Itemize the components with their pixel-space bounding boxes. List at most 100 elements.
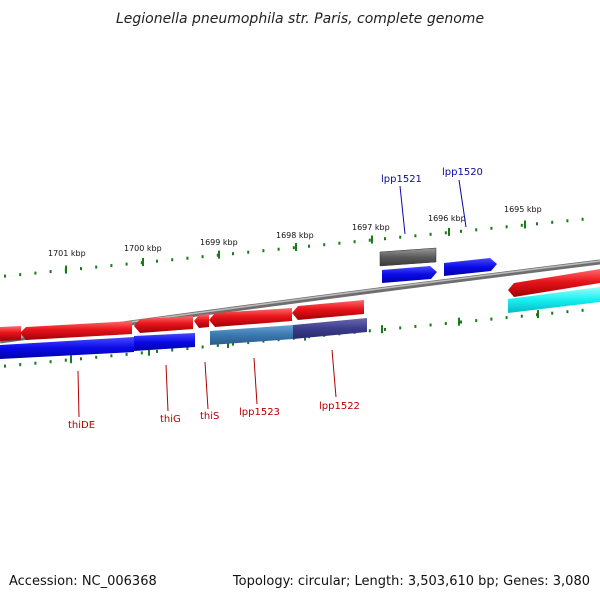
minor-tick [125, 352, 128, 356]
minor-tick [262, 249, 265, 253]
minor-tick [566, 310, 569, 314]
gene-label-thiDE[interactable]: thiDE [68, 420, 95, 431]
minor-tick [232, 342, 234, 346]
minor-tick [19, 273, 22, 277]
gene-arrow[interactable] [508, 269, 600, 297]
gene-arrow[interactable] [379, 247, 437, 267]
minor-tick [429, 323, 432, 327]
scale-ticks-top [4, 217, 584, 278]
top-gene-labels: lpp1521 lpp1520 [381, 167, 483, 235]
scale-label: 1697 kbp [352, 223, 390, 232]
minor-tick [505, 225, 508, 229]
scale-label: 1698 kbp [276, 231, 314, 240]
minor-tick [536, 222, 538, 226]
minor-tick [520, 223, 523, 227]
gene-arrow[interactable] [444, 258, 497, 276]
minor-tick [353, 240, 356, 244]
minor-tick [247, 250, 250, 254]
gene-label-lpp1522[interactable]: lpp1522 [319, 401, 360, 412]
minor-tick [110, 354, 113, 358]
minor-tick [49, 270, 52, 274]
label-leader [458, 179, 467, 228]
gene-block[interactable] [293, 318, 367, 339]
minor-tick [186, 256, 189, 260]
gene-label-lpp1521[interactable]: lpp1521 [381, 174, 422, 185]
minor-tick [581, 217, 584, 221]
minor-tick [201, 345, 204, 349]
gene-arrow[interactable] [20, 321, 132, 340]
gene-label-lpp1523[interactable]: lpp1523 [239, 407, 280, 418]
major-tick [218, 250, 220, 259]
bottom-gene-labels: thiDE thiG thiS lpp1523 lpp1522 [68, 349, 360, 431]
major-tick [458, 317, 460, 326]
accession-text: Accession: NC_006368 [9, 574, 157, 589]
minor-tick [49, 360, 52, 364]
minor-tick [4, 364, 6, 368]
major-tick [537, 310, 539, 319]
label-leader [331, 349, 337, 398]
minor-tick [384, 327, 386, 331]
minor-tick [338, 241, 341, 245]
minor-tick [520, 314, 523, 318]
gene-label-lpp1520[interactable]: lpp1520 [442, 167, 483, 178]
minor-tick [490, 226, 493, 230]
label-leader [165, 364, 169, 412]
minor-tick [171, 258, 174, 262]
gene-label-thiG[interactable]: thiG [160, 414, 181, 425]
scale-label: 1700 kbp [124, 244, 162, 253]
minor-tick [566, 219, 569, 223]
minor-tick [323, 243, 326, 247]
minor-tick [429, 232, 432, 236]
minor-tick [216, 344, 219, 347]
gene-arrow[interactable] [134, 316, 193, 333]
minor-tick [140, 351, 143, 355]
gene-block[interactable] [0, 337, 134, 359]
minor-tick [551, 220, 554, 224]
gene-block[interactable] [508, 287, 600, 313]
minor-tick [216, 253, 219, 257]
gene-arrow[interactable] [194, 314, 209, 328]
minor-tick [247, 341, 250, 345]
minor-tick [444, 231, 447, 235]
gene-block[interactable] [134, 333, 195, 351]
minor-tick [399, 326, 402, 330]
minor-tick [414, 324, 417, 328]
major-tick [227, 340, 229, 349]
gene-arrow[interactable] [382, 266, 437, 283]
minor-tick [19, 363, 22, 367]
minor-tick [80, 357, 82, 361]
minor-tick [34, 361, 37, 365]
minor-tick [34, 271, 37, 275]
label-leader [77, 370, 80, 418]
major-tick [295, 243, 297, 251]
major-tick [142, 258, 144, 266]
scale-label: 1696 kbp [428, 214, 466, 223]
major-tick [371, 235, 373, 244]
gene-arrow[interactable] [209, 308, 292, 327]
major-tick [65, 265, 67, 274]
minor-tick [80, 267, 82, 271]
minor-tick [186, 347, 189, 350]
topology-text: Topology: circular; Length: 3,503,610 bp… [232, 574, 590, 589]
gene-arrow[interactable] [0, 326, 21, 341]
gene-label-thiS[interactable]: thiS [200, 411, 219, 422]
gene-block[interactable] [210, 325, 293, 345]
major-tick [448, 227, 450, 236]
label-leader [399, 185, 406, 235]
minor-tick [444, 322, 447, 325]
minor-tick [171, 348, 174, 352]
minor-tick [384, 237, 386, 241]
minor-tick [156, 259, 158, 263]
minor-tick [581, 308, 584, 312]
minor-tick [232, 252, 234, 256]
gene-arrow[interactable] [292, 300, 364, 320]
minor-tick [368, 238, 371, 242]
minor-tick [505, 316, 508, 320]
scale-label: 1699 kbp [200, 238, 238, 247]
minor-tick [110, 264, 113, 268]
major-tick [70, 355, 72, 364]
minor-tick [460, 229, 462, 233]
minor-tick [64, 358, 67, 362]
minor-tick [292, 246, 295, 250]
minor-tick [475, 319, 478, 323]
